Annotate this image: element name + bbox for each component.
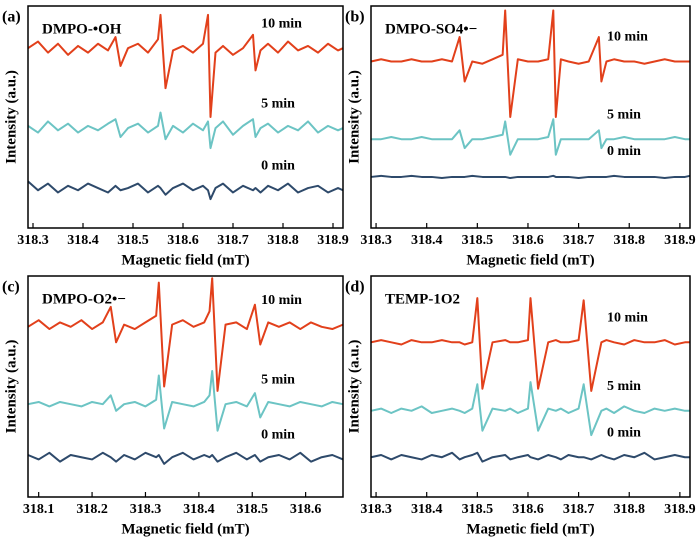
series-label: 10 min <box>261 293 302 308</box>
annotation: TEMP-1O2 <box>385 291 460 307</box>
x-tick-label: 318.4 <box>411 502 443 517</box>
panel-label: (c) <box>2 279 20 296</box>
x-tick-label: 318.8 <box>267 233 299 248</box>
spectrum-line <box>27 451 344 465</box>
x-tick-label: 318.4 <box>67 233 99 248</box>
x-tick-label: 318.6 <box>512 233 544 248</box>
series-label: 0 min <box>607 425 641 440</box>
x-tick-label: 318.6 <box>167 233 199 248</box>
spectrum-line <box>371 118 690 156</box>
x-tick-label: 318.4 <box>183 502 215 517</box>
x-tick-label: 318.7 <box>563 233 595 248</box>
panel-label: (d) <box>345 279 365 296</box>
x-tick-label: 318.8 <box>613 233 645 248</box>
spectrum-line <box>370 9 690 118</box>
panel-label: (a) <box>2 9 21 26</box>
series-label: 5 min <box>607 379 641 394</box>
y-axis-title: Intensity (a.u.) <box>346 340 362 434</box>
x-tick-label: 318.3 <box>130 502 162 517</box>
series-label: 5 min <box>261 96 295 111</box>
spectrum-line <box>27 180 344 201</box>
panel-label: (b) <box>345 9 365 26</box>
series-label: 10 min <box>607 30 648 45</box>
series-label: 5 min <box>261 372 295 387</box>
series-label: 0 min <box>261 158 295 173</box>
x-tick-label: 318.5 <box>236 502 268 517</box>
spectrum-line <box>370 381 690 437</box>
x-tick-label: 318.9 <box>317 233 349 248</box>
x-tick-label: 318.9 <box>664 502 696 517</box>
annotation: DMPO-•OH <box>42 21 122 37</box>
x-tick-label: 318.6 <box>512 502 544 517</box>
plot-frame <box>27 5 344 229</box>
annotation: DMPO-O2•− <box>42 291 126 307</box>
spectrum-line <box>370 174 691 180</box>
x-tick-label: 318.7 <box>563 502 595 517</box>
x-axis-title: Magnetic field (mT) <box>121 521 249 537</box>
series-label: 10 min <box>261 16 302 31</box>
series-label: 0 min <box>261 428 295 443</box>
x-tick-label: 318.6 <box>290 502 322 517</box>
spectrum-line <box>370 297 690 392</box>
y-axis-title: Intensity (a.u.) <box>3 70 19 164</box>
x-axis-title: Magnetic field (mT) <box>121 252 249 268</box>
x-tick-label: 318.5 <box>462 502 494 517</box>
x-tick-label: 318.3 <box>17 233 49 248</box>
x-tick-label: 318.9 <box>664 233 696 248</box>
x-axis-title: Magnetic field (mT) <box>466 252 594 268</box>
x-tick-label: 318.4 <box>411 233 443 248</box>
x-tick-label: 318.1 <box>23 502 55 517</box>
y-axis-title: Intensity (a.u.) <box>346 70 362 164</box>
x-tick-label: 318.2 <box>76 502 108 517</box>
series-label: 0 min <box>607 144 641 159</box>
spectrum-line <box>27 111 344 150</box>
spectrum-line <box>27 277 344 392</box>
spectrum-line <box>27 370 344 432</box>
x-tick-label: 318.8 <box>613 502 645 517</box>
series-label: 10 min <box>607 311 648 326</box>
x-tick-label: 318.7 <box>217 233 249 248</box>
x-tick-label: 318.5 <box>462 233 494 248</box>
plot-frame <box>27 275 344 498</box>
plot-frame <box>370 275 691 498</box>
annotation: DMPO-SO4•− <box>385 21 477 37</box>
x-axis-title: Magnetic field (mT) <box>466 521 594 537</box>
series-label: 5 min <box>607 107 641 122</box>
x-tick-label: 318.5 <box>117 233 149 248</box>
plot-frame <box>370 5 691 229</box>
spectrum-line <box>27 13 344 118</box>
spectrum-line <box>370 451 690 463</box>
x-tick-label: 318.3 <box>360 502 392 517</box>
x-tick-label: 318.3 <box>360 233 392 248</box>
y-axis-title: Intensity (a.u.) <box>3 340 19 434</box>
